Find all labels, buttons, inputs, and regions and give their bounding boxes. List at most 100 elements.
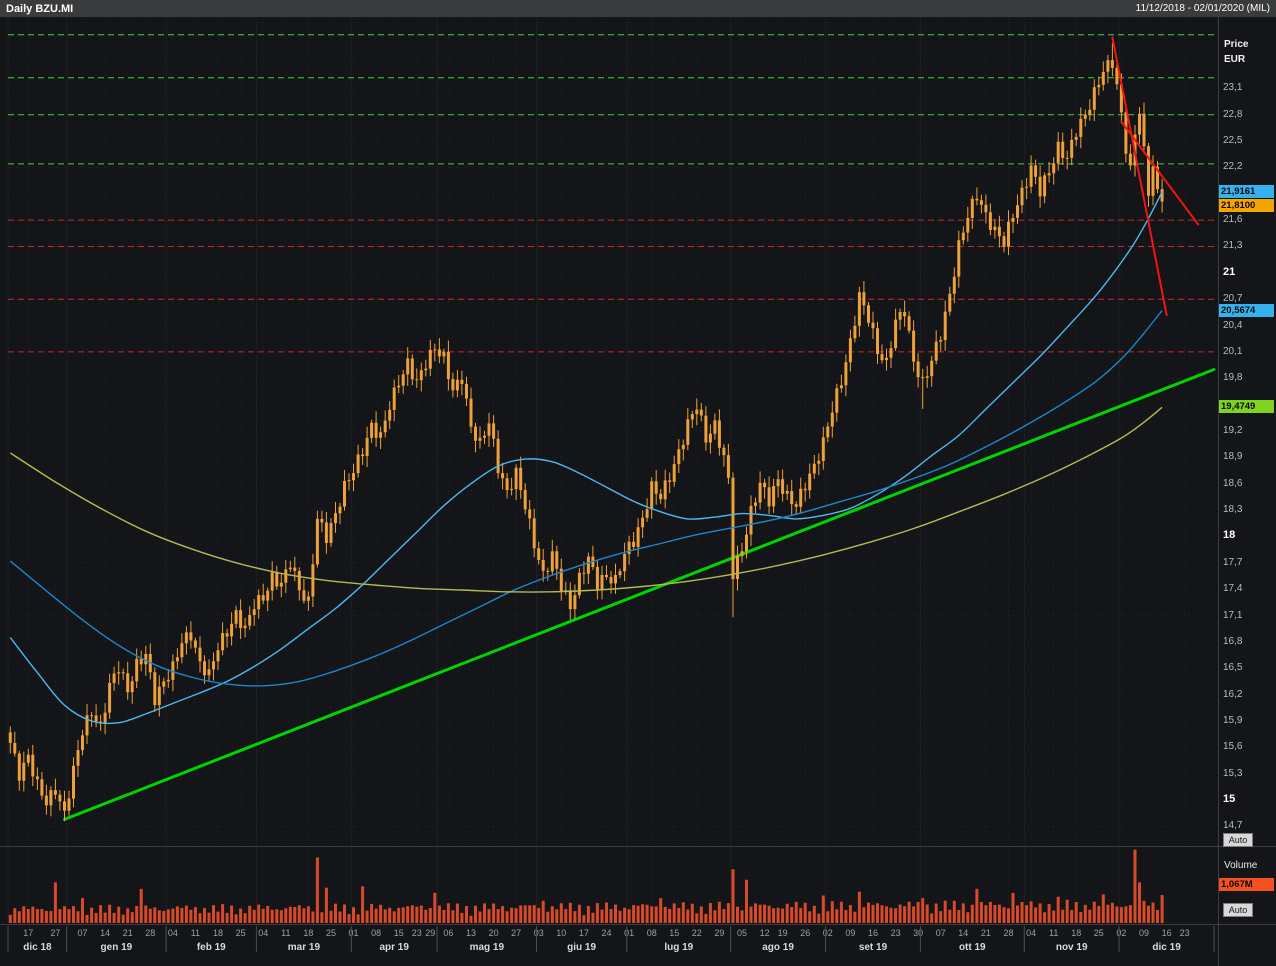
- volume-axis-title: Volume: [1224, 860, 1258, 871]
- x-axis-month-label: ago 19: [762, 942, 794, 953]
- x-axis-week-label: 08: [371, 928, 381, 938]
- price-tick-label: 20,7: [1223, 293, 1243, 304]
- x-axis-week-label: 15: [669, 928, 679, 938]
- currency-label: EUR: [1224, 54, 1246, 65]
- x-axis-week-label: 01: [348, 928, 358, 938]
- x-axis-month-label: dic 19: [1152, 942, 1181, 953]
- x-axis-week-label: 17: [23, 928, 33, 938]
- x-axis-week-label: 11: [191, 928, 200, 938]
- x-axis-week-label: 22: [692, 928, 702, 938]
- x-axis-week-label: 23: [412, 928, 422, 938]
- chart-background: [0, 17, 1276, 966]
- volume-scale-auto-button[interactable]: Auto: [1223, 903, 1253, 917]
- price-tick-label: 22,2: [1223, 161, 1243, 172]
- price-tick-label: 18,9: [1223, 451, 1243, 462]
- price-axis-panel: Price EUR Auto Volume 1,067M Auto 23,1 22…: [1219, 17, 1276, 966]
- price-tick-label: 18,6: [1223, 478, 1243, 489]
- x-axis-week-label: 26: [800, 928, 810, 938]
- price-tick-label: 21,6: [1223, 214, 1243, 225]
- price-badge: 19,4749: [1219, 400, 1274, 413]
- x-axis-week-label: 04: [258, 928, 268, 938]
- price-tick-label: 15,6: [1223, 741, 1243, 752]
- x-axis-week-label: 11: [281, 928, 290, 938]
- x-axis-week-label: 04: [1026, 928, 1036, 938]
- x-axis-week-label: 21: [123, 928, 133, 938]
- x-axis-week-label: 25: [326, 928, 336, 938]
- x-axis-week-label: 27: [511, 928, 521, 938]
- price-tick-label: 15,3: [1223, 768, 1243, 779]
- price-tick-label: 17,7: [1223, 557, 1243, 568]
- chart-date-range: 11/12/2018 - 02/01/2020 (MIL): [1135, 3, 1270, 14]
- x-axis-week-label: 29: [714, 928, 724, 938]
- price-tick-label: 23,1: [1223, 82, 1243, 93]
- x-axis-week-label: 24: [601, 928, 611, 938]
- x-axis-month-label: lug 19: [664, 942, 693, 953]
- price-tick-label: 19,8: [1223, 372, 1243, 383]
- x-axis-week-label: 27: [50, 928, 60, 938]
- line-ma-slow: [9, 310, 1163, 687]
- x-axis-week-label: 01: [624, 928, 634, 938]
- price-badge: 21,9161: [1219, 185, 1274, 198]
- volume-badge: 1,067M: [1219, 878, 1274, 891]
- x-axis-week-label: 15: [394, 928, 404, 938]
- price-tick-label: 16,2: [1223, 689, 1243, 700]
- price-tick-label: 21: [1223, 266, 1236, 278]
- x-axis-week-label: 11: [1049, 928, 1058, 938]
- price-tick-label: 22,8: [1223, 109, 1243, 120]
- price-scale-auto-button[interactable]: Auto: [1223, 833, 1253, 847]
- x-axis-week-label: 14: [958, 928, 968, 938]
- x-axis-week-label: 02: [823, 928, 833, 938]
- x-axis-week-label: 16: [1162, 928, 1172, 938]
- x-axis-week-label: 18: [213, 928, 223, 938]
- x-axis-week-label: 09: [1139, 928, 1149, 938]
- x-axis-week-label: 21: [981, 928, 991, 938]
- x-axis-week-label: 19: [778, 928, 788, 938]
- chart-title: Daily BZU.MI: [6, 2, 74, 15]
- price-tick-label: 18: [1223, 529, 1236, 541]
- price-tick-label: 20,4: [1223, 320, 1243, 331]
- x-axis-week-label: 28: [1003, 928, 1013, 938]
- month-separator-lines: [7, 18, 1120, 923]
- x-axis-week-label: 13: [466, 928, 476, 938]
- x-axis-week-label: 29: [425, 928, 435, 938]
- price-tick-label: 14,7: [1223, 820, 1243, 831]
- price-tick-label: 19,2: [1223, 425, 1243, 436]
- trendline-downtrend-main: [1111, 36, 1168, 316]
- trendline-downtrend-channel: [1120, 120, 1200, 226]
- price-tick-label: 20,1: [1223, 346, 1243, 357]
- x-axis-week-label: 06: [443, 928, 453, 938]
- title-bar: Daily BZU.MI 11/12/2018 - 02/01/2020 (MI…: [0, 0, 1276, 17]
- price-tick-label: 21,3: [1223, 240, 1243, 251]
- x-axis-week-label: 02: [1116, 928, 1126, 938]
- x-axis-week-label: 14: [100, 928, 110, 938]
- price-tick-label: 16,5: [1223, 662, 1243, 673]
- line-ma-fast: [9, 191, 1163, 725]
- x-axis-week-label: 09: [845, 928, 855, 938]
- x-axis-week-label: 05: [737, 928, 747, 938]
- x-axis-week-label: 10: [556, 928, 566, 938]
- x-axis-week-label: 03: [534, 928, 544, 938]
- price-tick-label: 15: [1223, 793, 1236, 805]
- x-axis-month-label: mag 19: [470, 942, 505, 953]
- x-axis-week-label: 25: [1094, 928, 1104, 938]
- x-axis-week-label: 16: [868, 928, 878, 938]
- x-axis-week-label: 18: [303, 928, 313, 938]
- x-axis-month-label: mar 19: [288, 942, 321, 953]
- x-axis-month-label: gen 19: [101, 942, 133, 953]
- x-axis-week-label: 28: [145, 928, 155, 938]
- price-badge: 20,5674: [1219, 304, 1274, 317]
- x-axis-week-label: 20: [489, 928, 499, 938]
- price-tick-label: 18,3: [1223, 504, 1243, 515]
- x-axis-month-label: nov 19: [1056, 942, 1088, 953]
- x-axis-week-label: 23: [891, 928, 901, 938]
- price-badge: 21,8100: [1219, 199, 1274, 212]
- x-axis-month-label: apr 19: [379, 942, 409, 953]
- price-tick-label: 22,5: [1223, 135, 1243, 146]
- x-axis-month-label: giu 19: [567, 942, 596, 953]
- x-axis-week-label: 18: [1071, 928, 1081, 938]
- x-axis-month-label: feb 19: [197, 942, 226, 953]
- price-tick-label: 15,9: [1223, 715, 1243, 726]
- price-tick-label: 17,4: [1223, 583, 1243, 594]
